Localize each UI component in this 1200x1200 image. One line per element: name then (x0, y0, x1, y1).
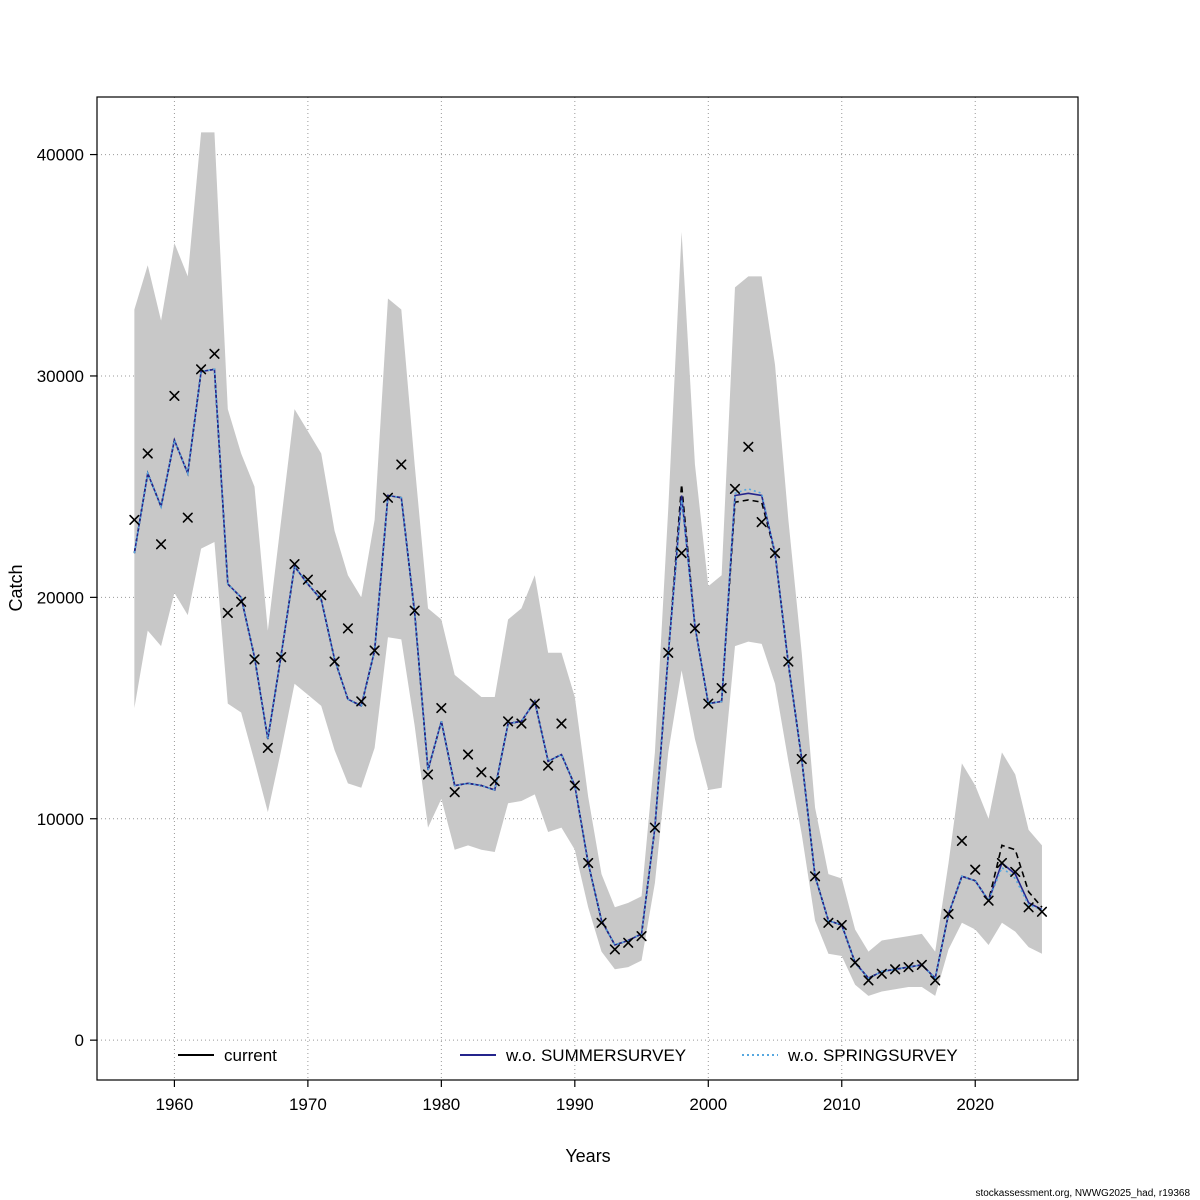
observed-marker (890, 964, 901, 975)
observed-marker (356, 696, 367, 707)
observed-marker (382, 492, 394, 503)
observed-marker (169, 390, 180, 401)
observed-marker (1023, 902, 1034, 913)
observed-catch-markers (129, 348, 1048, 986)
y-tick-label: 0 (75, 1031, 84, 1050)
observed-marker (155, 539, 167, 550)
observed-marker (676, 547, 687, 559)
observed-marker (276, 652, 287, 663)
observed-marker (1010, 866, 1021, 877)
y-tick-label: 20000 (37, 588, 84, 607)
confidence-band (134, 132, 1042, 996)
x-tick-label: 2020 (956, 1095, 994, 1114)
legend-label-current: current (224, 1046, 277, 1065)
observed-marker (636, 930, 647, 942)
observed-marker (342, 623, 354, 634)
observed-marker (316, 590, 327, 601)
observed-marker (209, 348, 220, 359)
x-tick-label: 1960 (155, 1095, 193, 1114)
observed-marker (983, 895, 994, 906)
legend-label-summersurvey: w.o. SUMMERSURVEY (505, 1046, 686, 1065)
observed-marker (703, 698, 714, 709)
observed-marker (396, 459, 407, 470)
observed-marker (449, 787, 460, 798)
observed-marker (863, 975, 874, 986)
observed-marker (409, 605, 420, 616)
observed-marker (943, 908, 954, 920)
observed-marker (623, 937, 634, 948)
observed-marker (663, 647, 674, 658)
observed-marker (970, 864, 981, 875)
observed-marker (823, 917, 834, 928)
confidence-band-area (134, 132, 1042, 996)
observed-marker (996, 857, 1008, 869)
observed-marker (729, 483, 741, 494)
x-tick-label: 1980 (422, 1095, 460, 1114)
observed-marker (836, 919, 847, 931)
y-axis-title: Catch (6, 564, 26, 611)
observed-marker (502, 716, 514, 727)
observed-marker (142, 448, 153, 459)
observed-marker (516, 718, 527, 729)
x-tick-label: 2000 (689, 1095, 727, 1114)
observed-marker (850, 957, 861, 968)
x-tick-label: 1990 (556, 1095, 594, 1114)
observed-marker (876, 968, 887, 979)
observed-marker (129, 514, 140, 525)
observed-marker (262, 742, 273, 754)
observed-marker (796, 753, 807, 765)
observed-marker (222, 607, 233, 618)
observed-marker (596, 917, 607, 928)
observed-marker (329, 656, 340, 667)
observed-marker (556, 718, 567, 729)
observed-marker (809, 871, 821, 882)
observed-marker (716, 683, 727, 694)
observed-marker (956, 835, 967, 846)
observed-marker (236, 596, 247, 607)
observed-marker (196, 364, 207, 375)
observed-marker (743, 441, 754, 452)
observed-marker (649, 822, 661, 833)
observed-marker (903, 961, 914, 973)
y-tick-label: 40000 (37, 146, 84, 165)
observed-marker (249, 654, 260, 665)
observed-marker (756, 516, 767, 528)
observed-marker (609, 944, 620, 955)
observed-marker (422, 769, 434, 780)
observed-marker (369, 645, 380, 656)
observed-marker (529, 698, 540, 709)
observed-marker (462, 749, 474, 760)
observed-marker (769, 547, 781, 559)
x-tick-label: 1970 (289, 1095, 327, 1114)
observed-marker (543, 760, 554, 771)
observed-marker (489, 776, 500, 787)
y-tick-label: 10000 (37, 810, 84, 829)
observed-marker (569, 780, 580, 791)
observed-marker (302, 574, 313, 585)
x-tick-label: 2010 (823, 1095, 861, 1114)
observed-marker (916, 959, 927, 970)
observed-marker (930, 975, 941, 986)
axes: 1960 1970 1980 1990 2000 2010 2020 0 10000 20000 3… (37, 146, 994, 1114)
observed-marker (783, 656, 794, 667)
observed-marker (583, 857, 594, 869)
plot-frame (96, 96, 1079, 1081)
observed-marker (289, 559, 300, 570)
observed-marker (1036, 906, 1048, 917)
x-axis-title: Years (565, 1146, 610, 1166)
y-tick-label: 30000 (37, 367, 84, 386)
legend: current w.o. SUMMERSURVEY w.o. SPRINGSUR… (178, 1046, 958, 1065)
footer-note: stockassessment.org, NWWG2025_had, r1936… (975, 1188, 1190, 1199)
legend-label-springsurvey: w.o. SPRINGSURVEY (787, 1046, 958, 1065)
observed-marker (689, 623, 701, 634)
observed-marker (476, 767, 487, 778)
observed-marker (182, 512, 193, 523)
observed-marker (436, 702, 447, 714)
